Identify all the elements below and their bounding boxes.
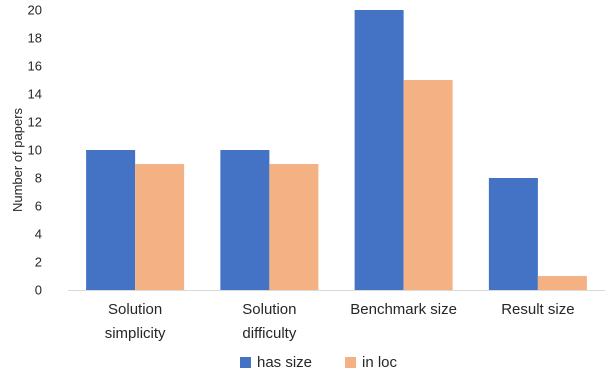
bar-has-size-3 [488,178,538,290]
y-tick-label: 12 [28,115,42,130]
bar-has-size-0 [86,150,136,290]
x-category-label: Solution [108,301,162,318]
bars [86,10,587,290]
bar-in-loc-2 [403,80,453,290]
y-tick-label: 8 [35,171,42,186]
y-axis-title: Number of papers [10,107,25,212]
x-category-label: Solution [242,301,296,318]
bar-in-loc-3 [537,276,587,290]
y-tick-label: 14 [28,87,42,102]
x-category-label: Benchmark size [350,301,457,318]
y-tick-label: 0 [35,283,42,298]
y-tick-label: 18 [28,31,42,46]
legend: has size in loc [240,354,398,371]
x-category-label: Result size [501,301,574,318]
legend-swatch-in-loc [345,357,356,368]
y-tick-label: 4 [35,227,42,242]
y-tick-label: 10 [28,143,42,158]
y-tick-label: 6 [35,199,42,214]
bar-in-loc-0 [135,164,185,290]
x-category-label: difficulty [242,325,296,342]
bar-in-loc-1 [269,164,319,290]
y-tick-label: 16 [28,59,42,74]
bar-has-size-1 [220,150,270,290]
y-tick-label: 20 [28,3,42,18]
legend-label-has-size: has size [257,354,312,371]
x-category-label: simplicity [105,325,166,342]
y-axis-ticks: 0 2 4 6 8 10 12 14 16 18 20 [28,3,42,298]
bar-has-size-2 [354,10,404,290]
legend-label-in-loc: in loc [362,354,398,371]
x-axis-labels: Solution simplicity Solution difficulty Benc… [105,301,575,342]
y-tick-label: 2 [35,255,42,270]
legend-swatch-has-size [240,357,251,368]
